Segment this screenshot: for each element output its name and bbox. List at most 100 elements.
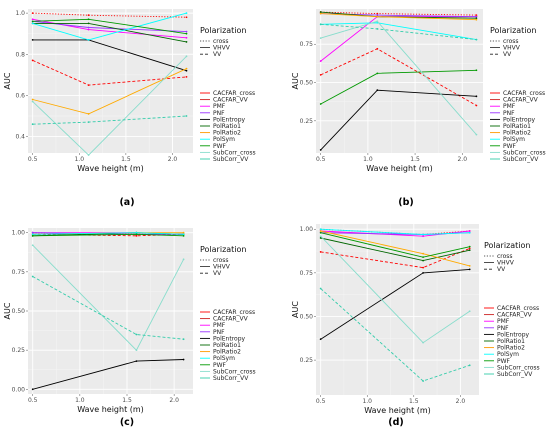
legend-label-PolEntropy: PolEntropy bbox=[213, 335, 246, 342]
y-tick-label: 0.75 bbox=[300, 41, 314, 48]
data-point-SubCorr_VV bbox=[475, 38, 478, 41]
data-point-PolSym bbox=[31, 22, 34, 25]
data-point-SubCorr_cross bbox=[475, 133, 478, 136]
legend bbox=[484, 255, 494, 375]
x-axis-label: Wave height (m) bbox=[77, 405, 144, 414]
data-point-SubCorr_VV bbox=[422, 380, 425, 382]
data-point-PWF bbox=[31, 234, 34, 237]
legend-label-PolSym: PolSym bbox=[503, 136, 525, 143]
legend-label-SubCorr_cross: SubCorr_cross bbox=[213, 368, 256, 375]
data-point-PolRatio1 bbox=[422, 259, 425, 262]
data-point-SubCorr_VV bbox=[31, 123, 34, 126]
data-point-PolSym bbox=[31, 233, 34, 236]
data-point-PWF bbox=[31, 20, 34, 23]
data-point-PolRatio2 bbox=[87, 113, 90, 115]
legend-label-PWF: PWF bbox=[213, 143, 227, 150]
chart-panel-4 bbox=[314, 224, 494, 397]
x-tick-label: 0.5 bbox=[28, 156, 38, 163]
data-point-SubCorr_VV bbox=[87, 121, 90, 124]
y-tick-label: 0.50 bbox=[300, 313, 314, 320]
legend-label-CACFAR_VV: CACFAR_VV bbox=[503, 97, 539, 104]
legend bbox=[490, 40, 500, 160]
y-tick-label: 1.00 bbox=[12, 230, 26, 237]
data-point-PMF bbox=[185, 36, 188, 39]
legend-label-CACFAR_cross: CACFAR_cross bbox=[213, 309, 255, 316]
data-point-PWF bbox=[468, 245, 471, 248]
plot-background bbox=[316, 9, 483, 153]
panel-caption: (a) bbox=[119, 197, 134, 208]
legend-label-PolEntropy: PolEntropy bbox=[503, 116, 536, 123]
data-point-PolRatio1 bbox=[319, 11, 322, 13]
legend-label-PWF: PWF bbox=[503, 143, 517, 150]
data-point-PNF bbox=[87, 26, 90, 29]
data-point-PNF bbox=[31, 231, 34, 234]
data-point-CACFAR_VV bbox=[376, 47, 379, 50]
legend-label-PolRatio2: PolRatio2 bbox=[213, 130, 241, 137]
series-line-CACFAR_cross bbox=[32, 12, 187, 18]
data-point-PolRatio1 bbox=[185, 41, 188, 43]
y-axis-label: AUC bbox=[3, 72, 12, 89]
legend-title: Polarization bbox=[490, 26, 537, 35]
x-tick-label: 2.0 bbox=[457, 156, 467, 163]
data-point-CACFAR_VV bbox=[31, 59, 34, 62]
data-point-PolEntropy bbox=[319, 338, 322, 341]
data-point-PWF bbox=[319, 231, 322, 234]
plot-background bbox=[316, 224, 479, 395]
legend-label-PolSym: PolSym bbox=[497, 351, 519, 358]
data-point-PolRatio1 bbox=[475, 17, 478, 20]
data-point-PolEntropy bbox=[422, 271, 425, 274]
data-point-SubCorr_cross bbox=[319, 37, 322, 40]
y-tick-label: 0.50 bbox=[300, 80, 314, 87]
legend-label-VV: VV bbox=[213, 270, 222, 277]
data-point-PolRatio1 bbox=[319, 237, 322, 239]
legend-label-VHVV: VHVV bbox=[497, 260, 515, 267]
y-tick-label: 0.50 bbox=[12, 308, 26, 315]
legend-label-cross: cross bbox=[497, 253, 513, 260]
data-point-SubCorr_cross bbox=[468, 310, 471, 313]
legend-label-PolSym: PolSym bbox=[213, 355, 235, 362]
data-point-CACFAR_VV bbox=[185, 75, 188, 78]
legend-title: Polarization bbox=[200, 26, 247, 35]
data-point-PolSym bbox=[87, 38, 90, 41]
legend-label-PolRatio2: PolRatio2 bbox=[503, 130, 531, 137]
panel-caption: (c) bbox=[120, 417, 134, 428]
chart-panel-2 bbox=[314, 9, 500, 160]
data-point-PWF bbox=[87, 18, 90, 21]
data-point-PWF bbox=[475, 69, 478, 72]
data-point-PolRatio2 bbox=[31, 98, 34, 101]
data-point-PolRatio2 bbox=[475, 18, 478, 21]
y-tick-label: 0.75 bbox=[12, 269, 26, 276]
data-point-PWF bbox=[135, 233, 138, 236]
data-point-SubCorr_VV bbox=[31, 275, 34, 278]
legend-label-PWF: PWF bbox=[497, 358, 511, 365]
y-axis-label: AUC bbox=[291, 72, 300, 89]
legend-label-VHVV: VHVV bbox=[213, 45, 231, 52]
data-point-PolSym bbox=[135, 231, 138, 234]
x-tick-label: 2.0 bbox=[169, 397, 179, 404]
x-tick-label: 1.0 bbox=[75, 397, 85, 404]
data-point-SubCorr_cross bbox=[182, 258, 185, 261]
x-tick-label: 1.0 bbox=[362, 398, 372, 405]
data-point-SubCorr_cross bbox=[376, 20, 379, 23]
data-point-PolEntropy bbox=[319, 149, 322, 151]
data-point-CACFAR_cross bbox=[31, 12, 34, 15]
data-point-SubCorr_cross bbox=[87, 154, 90, 156]
data-point-PolRatio2 bbox=[185, 67, 188, 70]
x-tick-label: 0.5 bbox=[28, 397, 38, 404]
data-point-PNF bbox=[376, 14, 379, 17]
data-point-PolEntropy bbox=[31, 38, 34, 41]
data-point-SubCorr_VV bbox=[468, 364, 471, 367]
x-axis-label: Wave height (m) bbox=[366, 164, 433, 173]
data-point-PWF bbox=[376, 72, 379, 75]
data-point-PWF bbox=[185, 32, 188, 35]
data-point-PolEntropy bbox=[185, 69, 188, 72]
legend-title: Polarization bbox=[484, 241, 531, 250]
data-point-SubCorr_VV bbox=[319, 287, 322, 290]
legend-label-PolSym: PolSym bbox=[213, 136, 235, 143]
panel-caption: (b) bbox=[398, 197, 413, 208]
legend-label-CACFAR_VV: CACFAR_VV bbox=[213, 316, 249, 323]
data-point-PolRatio1 bbox=[468, 249, 471, 252]
data-point-CACFAR_cross bbox=[87, 14, 90, 17]
legend-label-PMF: PMF bbox=[503, 103, 516, 110]
